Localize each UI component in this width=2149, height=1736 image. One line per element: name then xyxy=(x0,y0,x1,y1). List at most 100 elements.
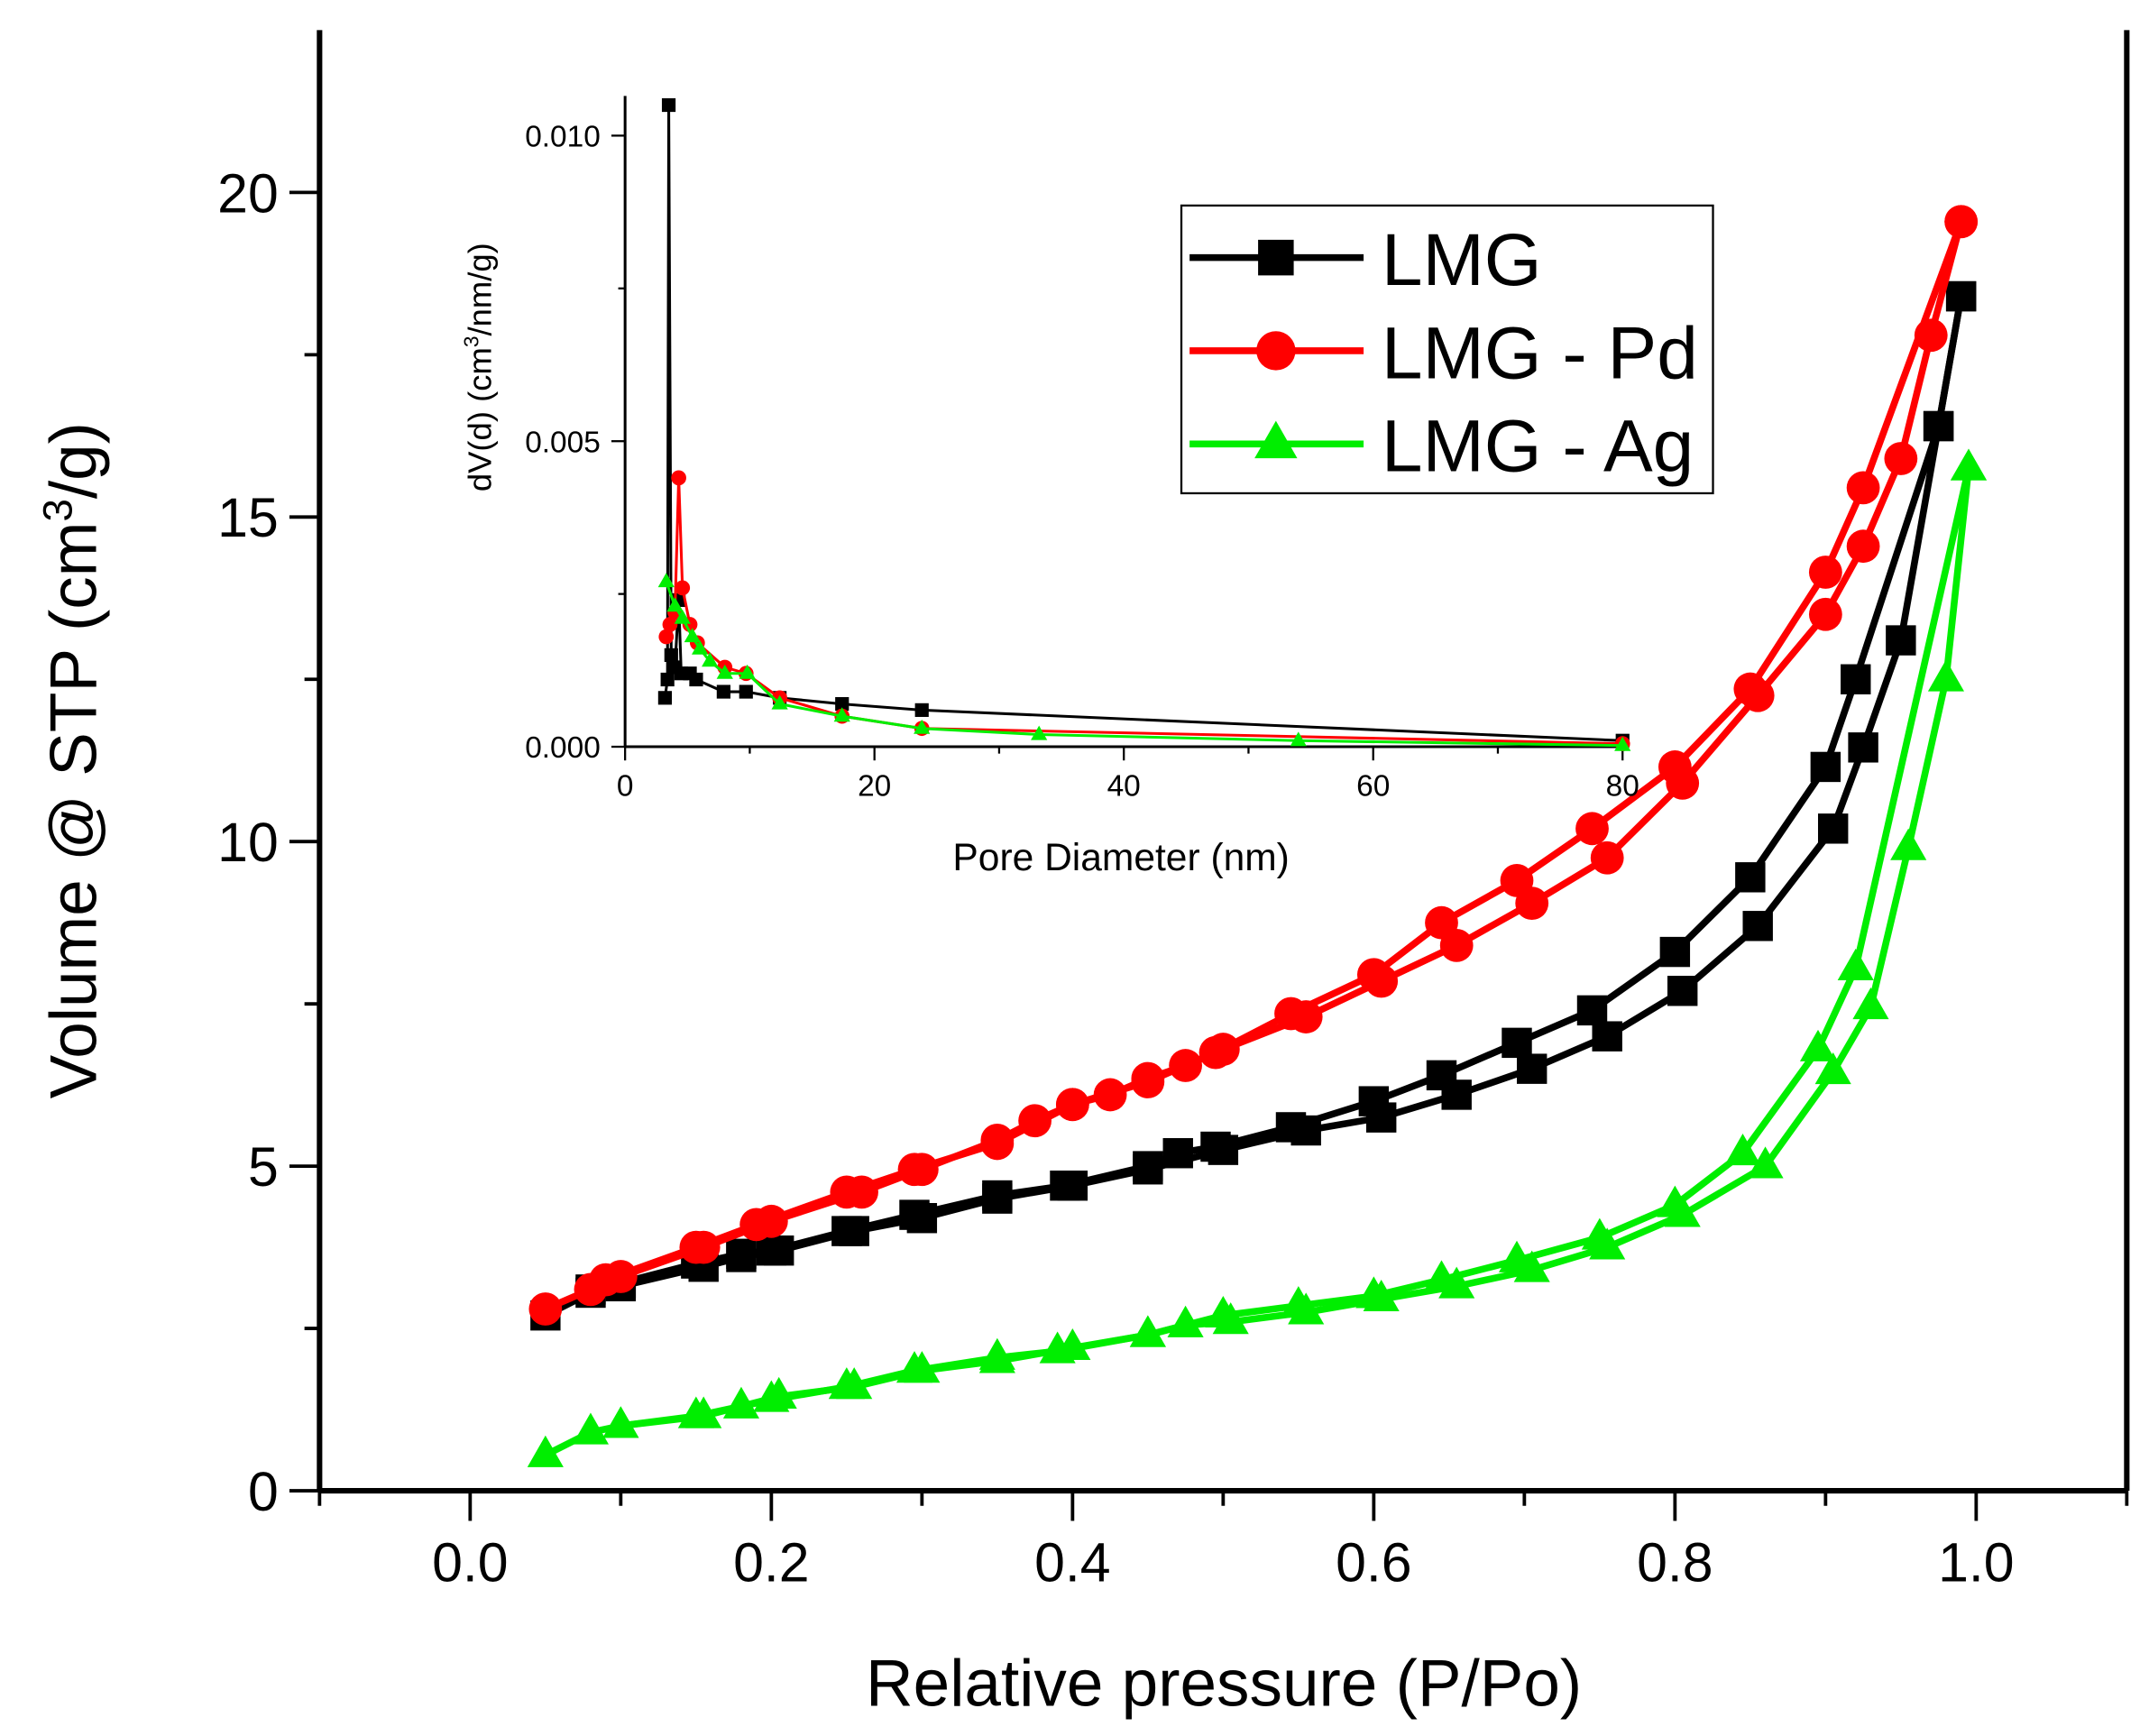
lmg-desorption-point xyxy=(1133,1151,1163,1181)
inset-lmg-pd-point xyxy=(658,629,675,645)
lmg-pd-desorption-point xyxy=(739,1208,774,1242)
inset-lmg-pd-point xyxy=(671,470,686,486)
inset-lmg-ag-point xyxy=(833,707,850,722)
lmg-pd-desorption-point xyxy=(1356,958,1391,992)
lmg-adsorption-point xyxy=(1848,732,1878,763)
lmg-desorption-point xyxy=(1502,1027,1532,1059)
lmg-desorption-point xyxy=(1945,280,1977,312)
inset-lmg-point xyxy=(689,672,703,687)
x-tick-label: 60 xyxy=(1356,770,1390,804)
inset-x-axis-label: Pore Diameter (nm) xyxy=(952,836,1289,879)
lmg-pd-desorption-point xyxy=(1575,812,1609,846)
lmg-ag-desorption-point xyxy=(753,1380,790,1412)
lmg-desorption-point xyxy=(1810,751,1841,783)
lmg-ag-desorption-point xyxy=(1581,1217,1618,1250)
inset-y-axis-label: dV(d) (cm3/nm/g) xyxy=(460,243,499,491)
lmg-ag-desorption-line xyxy=(620,467,1972,1429)
lmg-desorption-point xyxy=(982,1180,1013,1211)
main-plot: 0.0 0.2 0.4 0.6 0.8 1.0 0 5 10 15 20 xyxy=(217,30,2130,1593)
inset-lmg-ag-point xyxy=(914,719,931,734)
y-tick-label: 15 xyxy=(217,487,279,548)
legend-lmg-pd-label: LMG - Pd xyxy=(1382,312,1698,394)
inset-lmg-ag-point xyxy=(674,609,691,624)
inset-lmg-ag-point xyxy=(666,597,684,612)
y-tick-label: 20 xyxy=(217,162,279,224)
lmg-desorption-point xyxy=(1576,995,1608,1026)
inset-lmg-pd-point xyxy=(675,580,691,596)
lmg-desorption-point xyxy=(899,1199,930,1230)
x-tick-label: 0.2 xyxy=(733,1531,809,1593)
y-tick-label: 5 xyxy=(248,1136,279,1198)
inset-lmg-ag-point xyxy=(1290,731,1307,747)
y-tick-label: 0 xyxy=(248,1461,279,1522)
lmg-ag-adsorption-point xyxy=(1513,1250,1550,1282)
legend-lmg-pd-marker xyxy=(1256,331,1296,371)
lmg-ag-desorption-point xyxy=(895,1351,933,1383)
lmg-desorption-point xyxy=(1162,1138,1193,1169)
inset-lmg-point xyxy=(739,684,753,699)
lmg-desorption-point xyxy=(1923,410,1954,442)
x-axis-label: Relative pressure (P/Po) xyxy=(866,1648,1582,1721)
lmg-ag-adsorption-point xyxy=(572,1412,610,1445)
lmg-pd-desorption-point xyxy=(1131,1065,1165,1098)
lmg-ag-desorption-point xyxy=(1039,1331,1076,1364)
lmg-ag-adsorption-point xyxy=(1890,828,1927,860)
inset-lmg-ag-point xyxy=(739,664,756,679)
lmg-ag-desorption-point xyxy=(1129,1315,1166,1347)
inset-lmg-point xyxy=(661,97,676,113)
lmg-desorption-point xyxy=(1426,1060,1457,1091)
lmg-ag-desorption-point xyxy=(602,1406,639,1438)
lmg-pd-adsorption-point xyxy=(528,1292,563,1326)
inset-lmg-pd-line xyxy=(665,477,1623,746)
lmg-pd-adsorption-point xyxy=(1590,840,1624,875)
legend-lmg-label: LMG xyxy=(1382,219,1542,301)
x-tick-label: 0.4 xyxy=(1034,1531,1110,1593)
lmg-pd-desorption-point xyxy=(1944,205,1979,239)
lmg-ag-desorption-point xyxy=(1657,1185,1694,1217)
inset-lmg-ag-point xyxy=(1031,725,1048,740)
lmg-ag-adsorption-point xyxy=(1852,987,1889,1020)
x-tick-label: 0.0 xyxy=(432,1531,508,1593)
lmg-pd-desorption-point xyxy=(980,1126,1015,1161)
x-tick-label: 1.0 xyxy=(1938,1531,2014,1593)
y-tick-label: 0.000 xyxy=(525,731,601,765)
lmg-ag-desorption-point xyxy=(1799,1029,1837,1061)
inset-lmg-ag-point xyxy=(691,639,709,655)
lmg-pd-desorption-point xyxy=(1733,672,1768,706)
inset-lmg-ag-point xyxy=(657,573,675,588)
x-tick-label: 0.8 xyxy=(1637,1531,1713,1593)
lmg-pd-desorption-point xyxy=(1425,905,1458,940)
lmg-ag-desorption-point xyxy=(1837,948,1874,980)
inset-lmg-point xyxy=(914,703,929,717)
lmg-desorption-point xyxy=(1659,936,1691,968)
lmg-pd-desorption-point xyxy=(1808,556,1842,589)
lmg-desorption-point xyxy=(831,1216,862,1246)
x-tick-label: 80 xyxy=(1606,770,1639,804)
inset-lmg-ag-point xyxy=(716,664,733,679)
lmg-adsorption-point xyxy=(1886,625,1916,656)
lmg-pd-desorption-point xyxy=(1846,471,1880,505)
inset-lmg-point xyxy=(660,672,675,687)
y-tick-label: 10 xyxy=(217,812,279,873)
lmg-pd-desorption-point xyxy=(589,1263,623,1297)
inset-lmg-ag-point xyxy=(702,652,719,667)
lmg-adsorption-point xyxy=(1817,813,1849,844)
lmg-ag-desorption-point xyxy=(1724,1134,1761,1166)
y-axis-label: Volume @ STP (cm3/g) xyxy=(34,422,110,1098)
lmg-pd-desorption-point xyxy=(897,1153,932,1187)
lmg-adsorption-point xyxy=(1592,1021,1622,1052)
lmg-ag-adsorption-point xyxy=(1747,1146,1784,1179)
lmg-ag-desorption-point xyxy=(1498,1240,1536,1272)
x-tick-label: 0.6 xyxy=(1336,1531,1411,1593)
x-tick-label: 0 xyxy=(617,770,634,804)
inset-lmg-point xyxy=(716,684,730,699)
lmg-pd-desorption-point xyxy=(1658,750,1692,784)
lmg-ag-desorption-point xyxy=(978,1337,1015,1370)
lmg-desorption-point xyxy=(1050,1171,1080,1201)
lmg-adsorption-point xyxy=(1667,976,1698,1006)
lmg-pd-adsorption-point xyxy=(1846,529,1880,564)
lmg-ag-adsorption-point xyxy=(527,1435,564,1467)
lmg-ag-desorption-point xyxy=(1950,448,1988,481)
